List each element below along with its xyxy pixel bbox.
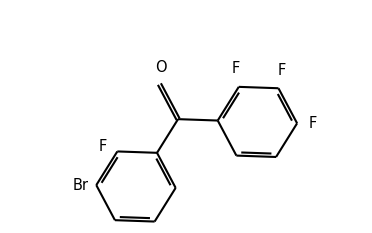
Text: F: F [308,116,317,131]
Text: Br: Br [73,178,89,193]
Text: F: F [99,139,107,154]
Text: F: F [277,63,285,78]
Text: F: F [232,61,240,76]
Text: O: O [155,60,166,75]
